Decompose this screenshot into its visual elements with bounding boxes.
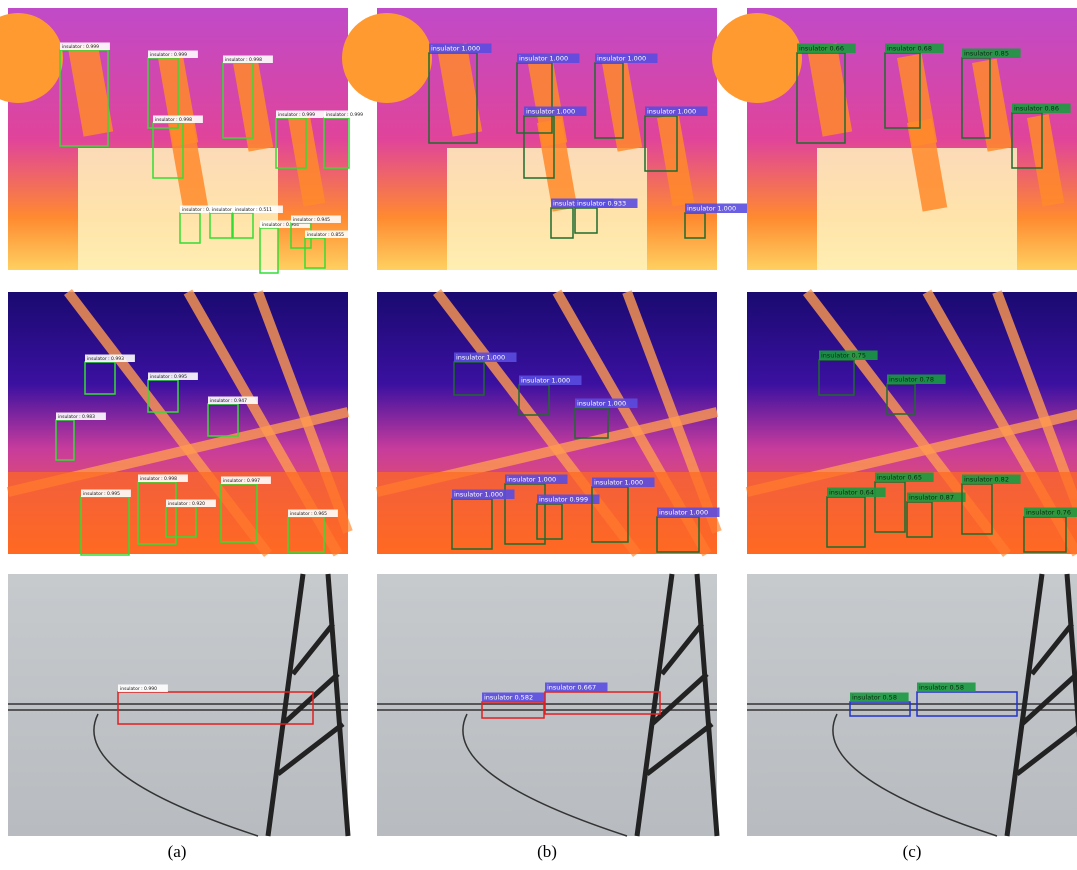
detection-label: insulator 0.933 [577,199,626,207]
caption: (a) [168,842,187,861]
detection-label: insulator : 0.983 [58,414,95,420]
detection-label: insulator 1.000 [526,107,575,115]
detection-label: insulator : 0.999 [326,112,363,118]
image-panel: insulator : 0.990 [8,574,348,836]
detection-label: insulator 0.86 [1014,104,1059,112]
detection-label: insulator 1.000 [519,54,568,62]
detection-label: insulator : 0.995 [150,374,187,380]
detection-label: insulator 0.65 [877,473,922,481]
detection-label: insulator : 0.997 [223,478,260,484]
detection-label: insulator 1.000 [507,475,556,483]
detection-label: insulator 0.82 [964,475,1009,483]
image-panel: insulator 0.75 insulator 0.78 insulator 0.… [747,292,1077,554]
detection-label: insulator 0.58 [919,683,964,691]
detection-label: insulator : 0.998 [155,117,192,123]
photo-detail [342,13,432,103]
caption: (b) [537,842,557,861]
detection-label: insulator : 0.920 [168,501,205,507]
image-panel: insulator : 0.993 insulator : 0.995 insula… [8,292,348,555]
detection-label: insulator 1.000 [597,54,646,62]
detection-label: insulator 1.000 [659,508,708,516]
detection-label: insulator 0.64 [829,488,874,496]
detection-label: insulator 1.000 [521,376,570,384]
image-panel: insulator 0.58 insulator 0.58 [747,574,1077,836]
detection-label: insulator : 0.999 [62,44,99,50]
detection-label: insulator 0.78 [889,375,934,383]
detection-label: insulator : 0.995 [83,491,120,497]
photo-detail [712,13,802,103]
detection-label: insulator : 0.511 [235,207,272,213]
detection-label: insulator 0.58 [852,693,897,701]
photo [747,574,1077,836]
detection-label: insulator : 0.993 [87,356,124,362]
detection-label: insulator : 0.998 [140,476,177,482]
detection-label: insulator : 0.855 [307,232,344,238]
detection-label: insulator : 0.998 [225,57,262,63]
detection-label: insulator 1.000 [647,107,696,115]
detection-label: insulator : 0.990 [120,686,157,692]
detection-label: insulator 1.000 [577,399,626,407]
detection-label: insulator 1.000 [456,353,505,361]
detection-label: insulator 0.66 [799,44,844,52]
detection-label: insulator 0.76 [1026,508,1071,516]
image-panel: insulator 1.000 insulator 1.000 insulator … [377,292,720,554]
detection-label: insulator 0.999 [539,495,588,503]
detection-label: insulator 1.000 [431,44,480,52]
detection-label: insulator 1.000 [687,204,736,212]
detection-label: insulator 0.87 [909,493,954,501]
detection-label: insulator 1.000 [594,478,643,486]
detection-label: insulator : 0.999 [278,112,315,118]
detection-label: insulator : 0.945 [293,217,330,223]
detection-label: insulator 0.85 [964,49,1009,57]
image-panel: insulator : 0.999 insulator : 0.999 insula… [0,8,374,273]
detection-label: insulator 0.75 [821,351,866,359]
detection-label: insulator 0.667 [547,683,596,691]
figure: (a) (b) (c) insulator : 0.999insulator :… [0,0,1077,870]
detection-label: insulator : 0.947 [210,398,247,404]
detection-label: insulator 1.000 [454,490,503,498]
detection-label: insulator : 0.999 [150,52,187,58]
image-panel: insulator 1.000 insulator 1.000 insulator … [342,8,748,270]
image-panel: insulator 0.66 insulator 0.68 insulator 0.… [712,8,1077,270]
detection-label: insulator : 0.965 [290,511,327,517]
detection-label: insulator 0.68 [887,44,932,52]
caption: (c) [903,842,922,861]
image-panel: insulator 0.582 insulator 0.667 [377,574,717,836]
detection-label: insulator 0.582 [484,693,533,701]
